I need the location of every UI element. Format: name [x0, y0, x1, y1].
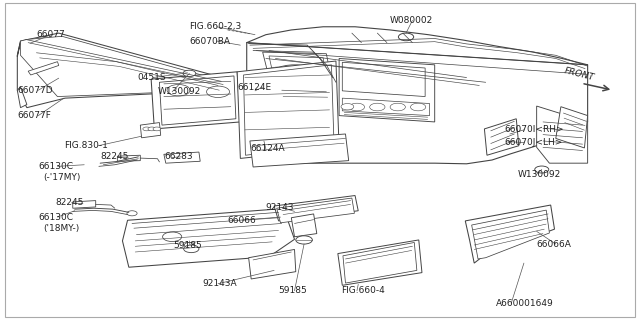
Text: 66124E: 66124E — [237, 83, 271, 92]
Text: 66130C: 66130C — [38, 212, 74, 222]
Polygon shape — [17, 87, 27, 108]
Polygon shape — [20, 36, 225, 97]
Polygon shape — [122, 209, 294, 267]
Text: 66283: 66283 — [164, 152, 193, 161]
Text: 66130C: 66130C — [38, 162, 74, 171]
Text: 66070I<RH>: 66070I<RH> — [505, 125, 564, 134]
Circle shape — [341, 104, 354, 110]
Text: 82245: 82245 — [100, 152, 129, 161]
Text: W080002: W080002 — [390, 16, 433, 25]
Circle shape — [148, 127, 156, 131]
Polygon shape — [484, 119, 519, 155]
Circle shape — [184, 245, 199, 252]
Circle shape — [349, 103, 365, 111]
Polygon shape — [117, 155, 140, 161]
Text: 92143: 92143 — [266, 203, 294, 212]
Text: A660001649: A660001649 — [496, 299, 554, 308]
Polygon shape — [28, 62, 59, 75]
Text: FIG.660-4: FIG.660-4 — [341, 286, 385, 295]
Text: 66077D: 66077D — [17, 86, 53, 95]
Circle shape — [143, 127, 150, 131]
Text: 92143A: 92143A — [202, 279, 237, 288]
Polygon shape — [472, 210, 549, 259]
Polygon shape — [250, 134, 349, 167]
Circle shape — [262, 67, 294, 83]
Polygon shape — [276, 198, 355, 223]
Polygon shape — [73, 201, 96, 208]
Polygon shape — [269, 56, 330, 100]
Circle shape — [268, 65, 321, 92]
Text: 66066: 66066 — [228, 216, 257, 225]
Text: 66070J<LH>: 66070J<LH> — [505, 138, 563, 147]
Text: 66066A: 66066A — [537, 240, 572, 249]
Polygon shape — [342, 98, 429, 116]
Circle shape — [370, 103, 385, 111]
Polygon shape — [339, 59, 435, 122]
Polygon shape — [246, 43, 588, 164]
Text: 66124A: 66124A — [250, 144, 285, 153]
Circle shape — [390, 103, 405, 111]
Polygon shape — [274, 196, 358, 221]
Polygon shape — [17, 33, 228, 108]
Text: FIG.830-1: FIG.830-1 — [64, 141, 108, 150]
Circle shape — [296, 236, 312, 244]
Polygon shape — [237, 61, 339, 158]
Circle shape — [398, 33, 413, 41]
Circle shape — [276, 69, 312, 87]
Text: 82245: 82245 — [56, 198, 84, 207]
Text: 66077: 66077 — [36, 30, 65, 39]
Text: FIG.660-2,3: FIG.660-2,3 — [189, 22, 242, 31]
Text: 66077F: 66077F — [17, 111, 51, 120]
Text: 59185: 59185 — [173, 241, 202, 250]
Polygon shape — [164, 152, 200, 163]
Circle shape — [535, 166, 548, 173]
Circle shape — [153, 127, 161, 131]
Circle shape — [207, 86, 230, 98]
Text: (-'17MY): (-'17MY) — [43, 173, 80, 182]
Polygon shape — [140, 123, 161, 138]
Text: ('18MY-): ('18MY-) — [43, 224, 79, 233]
Text: FRONT: FRONT — [563, 67, 595, 83]
Text: 59185: 59185 — [278, 286, 307, 295]
Polygon shape — [342, 62, 425, 97]
Circle shape — [163, 232, 182, 242]
Polygon shape — [338, 240, 422, 285]
Polygon shape — [291, 214, 317, 237]
Polygon shape — [17, 41, 20, 57]
Polygon shape — [248, 250, 296, 279]
Text: W130092: W130092 — [518, 170, 561, 179]
Polygon shape — [262, 52, 336, 103]
Circle shape — [183, 70, 196, 76]
Circle shape — [167, 84, 190, 96]
Polygon shape — [556, 107, 588, 148]
Polygon shape — [343, 243, 417, 283]
Polygon shape — [151, 72, 241, 129]
Polygon shape — [465, 205, 554, 263]
Circle shape — [127, 211, 137, 216]
Text: 0451S: 0451S — [137, 73, 166, 82]
Text: W130092: W130092 — [157, 87, 201, 96]
Polygon shape — [159, 76, 236, 125]
Polygon shape — [244, 65, 334, 155]
Circle shape — [184, 243, 195, 248]
Text: 66070BA: 66070BA — [189, 36, 230, 45]
Circle shape — [410, 103, 426, 111]
Polygon shape — [246, 116, 282, 160]
Polygon shape — [537, 106, 588, 163]
